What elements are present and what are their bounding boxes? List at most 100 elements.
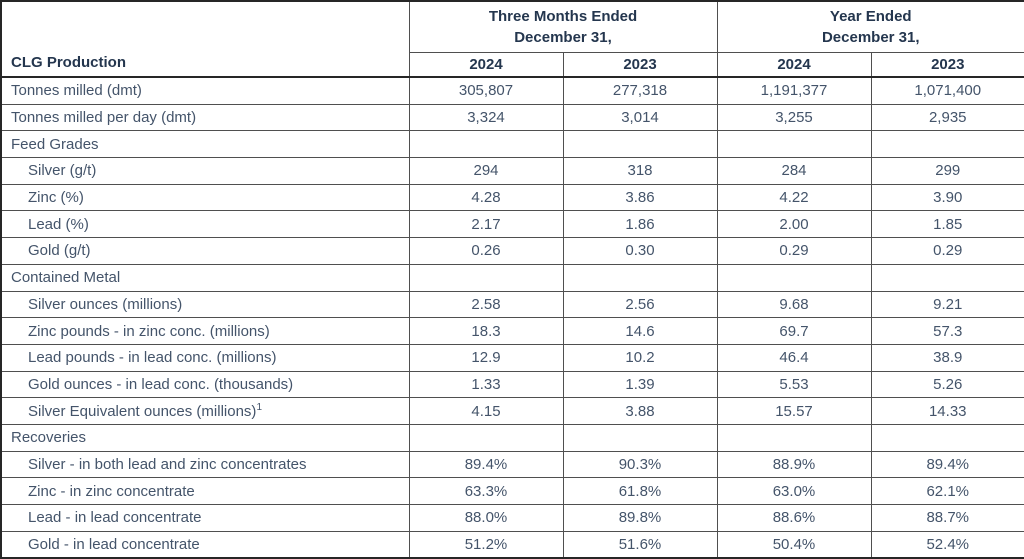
cell-value <box>563 131 717 158</box>
cell-value: 9.68 <box>717 291 871 318</box>
cell-value: 3,324 <box>409 104 563 131</box>
cell-value: 4.28 <box>409 184 563 211</box>
cell-value: 1.86 <box>563 211 717 238</box>
row-label: Lead (%) <box>1 211 409 238</box>
cell-value: 12.9 <box>409 344 563 371</box>
cell-value: 2.58 <box>409 291 563 318</box>
cell-value: 277,318 <box>563 77 717 104</box>
row-label: Zinc (%) <box>1 184 409 211</box>
cell-value: 0.29 <box>871 238 1024 265</box>
cell-value: 3.86 <box>563 184 717 211</box>
year-column-header: 2024 <box>409 53 563 78</box>
group-line-1: Three Months Ended <box>410 6 717 27</box>
cell-value: 89.8% <box>563 505 717 532</box>
cell-value <box>563 264 717 291</box>
cell-value: 51.6% <box>563 531 717 558</box>
cell-value: 18.3 <box>409 318 563 345</box>
year-column-header: 2023 <box>871 53 1024 78</box>
cell-value: 88.0% <box>409 505 563 532</box>
cell-value: 0.26 <box>409 238 563 265</box>
cell-value: 1.39 <box>563 371 717 398</box>
cell-value: 4.22 <box>717 184 871 211</box>
group-line-1: Year Ended <box>718 6 1024 27</box>
section-header-row: Recoveries <box>1 424 1024 451</box>
cell-value: 5.26 <box>871 371 1024 398</box>
row-label: Silver - in both lead and zinc concentra… <box>1 451 409 478</box>
cell-value: 318 <box>563 158 717 185</box>
table-header: CLG Production Three Months Ended Decemb… <box>1 1 1024 77</box>
cell-value <box>717 424 871 451</box>
cell-value: 1.85 <box>871 211 1024 238</box>
cell-value: 1,191,377 <box>717 77 871 104</box>
cell-value: 89.4% <box>409 451 563 478</box>
cell-value <box>871 131 1024 158</box>
table-title: CLG Production <box>1 1 409 77</box>
cell-value: 14.33 <box>871 398 1024 425</box>
row-label: Lead pounds - in lead conc. (millions) <box>1 344 409 371</box>
cell-value <box>871 264 1024 291</box>
cell-value: 50.4% <box>717 531 871 558</box>
row-label: Zinc - in zinc concentrate <box>1 478 409 505</box>
row-label: Recoveries <box>1 424 409 451</box>
row-label: Zinc pounds - in zinc conc. (millions) <box>1 318 409 345</box>
table-row: Lead pounds - in lead conc. (millions)12… <box>1 344 1024 371</box>
cell-value: 51.2% <box>409 531 563 558</box>
cell-value: 57.3 <box>871 318 1024 345</box>
cell-value <box>871 424 1024 451</box>
group-line-2: December 31, <box>718 27 1024 48</box>
cell-value: 88.7% <box>871 505 1024 532</box>
cell-value: 3.88 <box>563 398 717 425</box>
cell-value: 299 <box>871 158 1024 185</box>
cell-value <box>409 264 563 291</box>
cell-value: 4.15 <box>409 398 563 425</box>
row-label: Silver Equivalent ounces (millions)1 <box>1 398 409 425</box>
cell-value: 89.4% <box>871 451 1024 478</box>
cell-value: 3,014 <box>563 104 717 131</box>
cell-value: 1,071,400 <box>871 77 1024 104</box>
cell-value: 62.1% <box>871 478 1024 505</box>
group-header-row: CLG Production Three Months Ended Decemb… <box>1 1 1024 53</box>
table-row: Gold ounces - in lead conc. (thousands)1… <box>1 371 1024 398</box>
cell-value: 15.57 <box>717 398 871 425</box>
cell-value: 305,807 <box>409 77 563 104</box>
row-label: Feed Grades <box>1 131 409 158</box>
cell-value: 3.90 <box>871 184 1024 211</box>
cell-value: 2.56 <box>563 291 717 318</box>
cell-value: 38.9 <box>871 344 1024 371</box>
row-label: Contained Metal <box>1 264 409 291</box>
group-line-2: December 31, <box>410 27 717 48</box>
cell-value <box>563 424 717 451</box>
cell-value: 0.30 <box>563 238 717 265</box>
cell-value: 90.3% <box>563 451 717 478</box>
cell-value: 2.00 <box>717 211 871 238</box>
row-label: Tonnes milled per day (dmt) <box>1 104 409 131</box>
section-header-row: Feed Grades <box>1 131 1024 158</box>
cell-value: 0.29 <box>717 238 871 265</box>
cell-value: 69.7 <box>717 318 871 345</box>
cell-value: 88.6% <box>717 505 871 532</box>
row-label: Gold - in lead concentrate <box>1 531 409 558</box>
footnote-marker: 1 <box>256 402 262 413</box>
row-label: Tonnes milled (dmt) <box>1 77 409 104</box>
cell-value: 63.0% <box>717 478 871 505</box>
cell-value <box>409 424 563 451</box>
section-header-row: Contained Metal <box>1 264 1024 291</box>
year-column-header: 2024 <box>717 53 871 78</box>
table-row: Silver - in both lead and zinc concentra… <box>1 451 1024 478</box>
cell-value: 63.3% <box>409 478 563 505</box>
table-row: Zinc pounds - in zinc conc. (millions)18… <box>1 318 1024 345</box>
cell-value: 10.2 <box>563 344 717 371</box>
cell-value: 14.6 <box>563 318 717 345</box>
